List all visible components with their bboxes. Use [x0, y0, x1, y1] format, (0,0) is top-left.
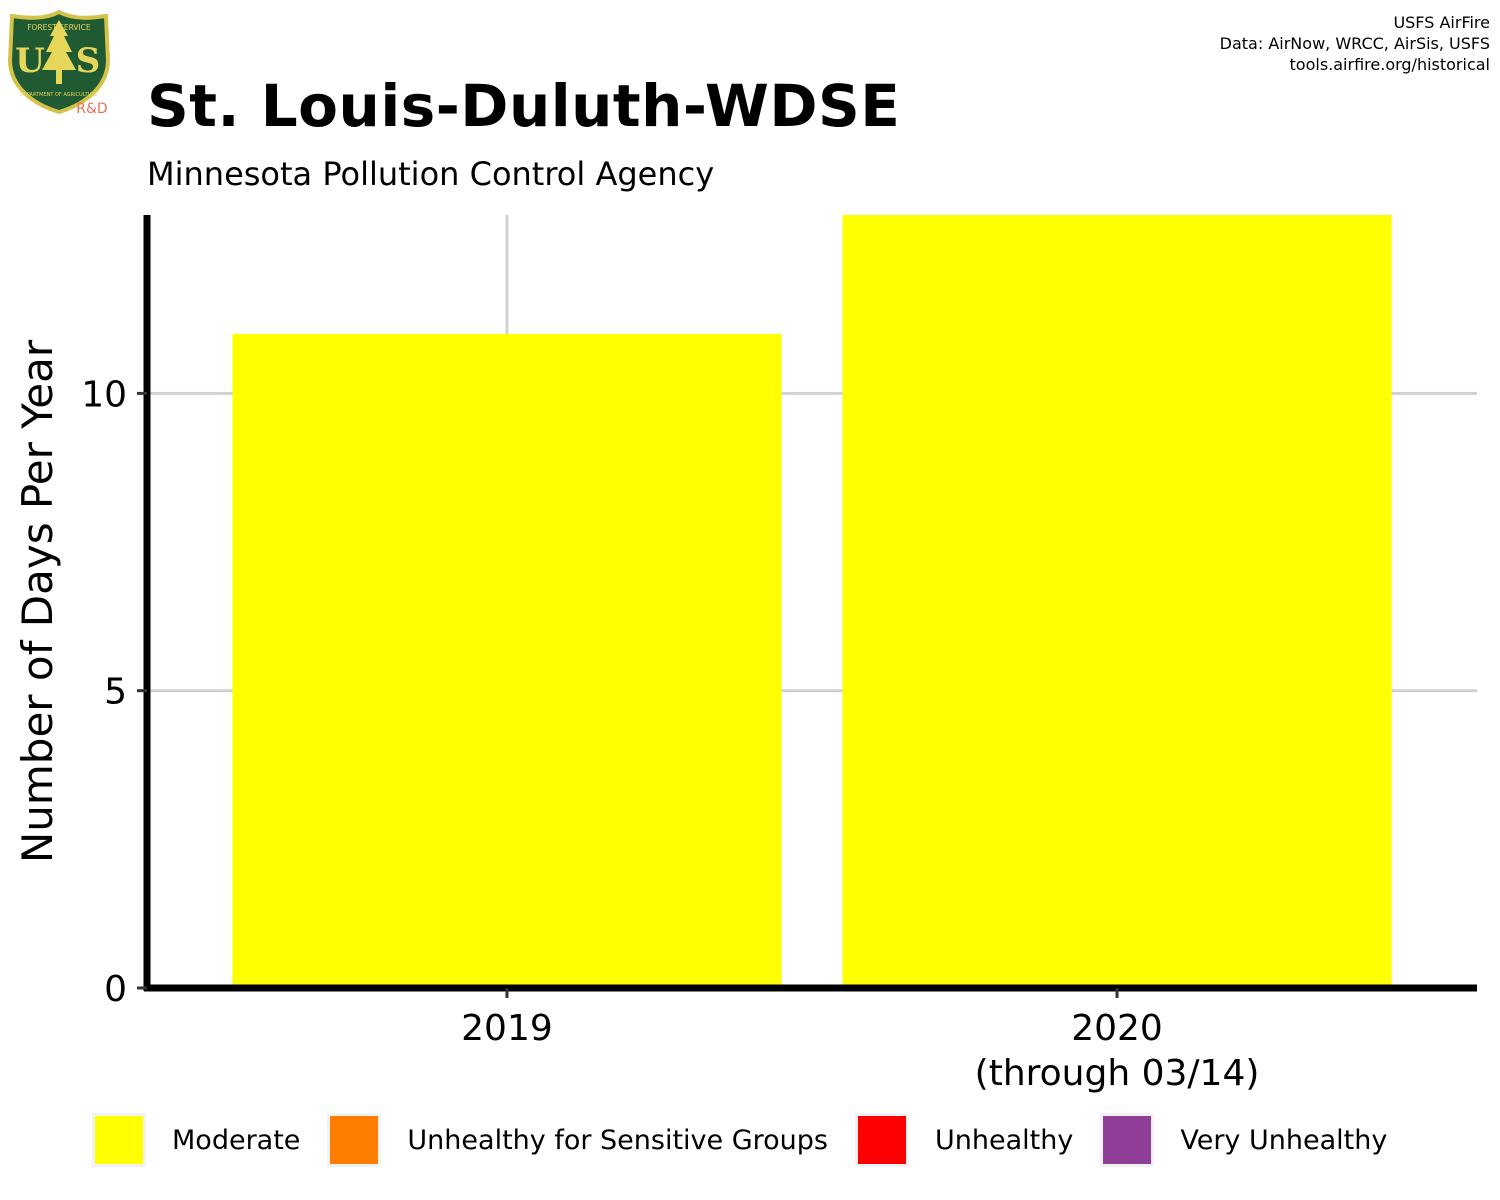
chart-subtitle: Minnesota Pollution Control Agency: [147, 155, 715, 193]
logo-top-text: FOREST SERVICE: [27, 23, 91, 32]
tick-labels: 0 5 10 2019 2020 (through 03/14) Number of Day…: [13, 339, 1259, 1094]
x-tick-label-line: (through 03/14): [975, 1053, 1260, 1094]
credit-line-3: tools.airfire.org/historical: [1289, 55, 1490, 74]
x-tick-label-line: 2020: [1071, 1008, 1163, 1049]
y-tick-label: 5: [104, 672, 127, 713]
legend-item: Unhealthy: [855, 1113, 1073, 1167]
y-tick-label: 10: [81, 374, 127, 415]
chart-title: St. Louis-Duluth-WDSE: [147, 72, 901, 140]
logo-letter-left: U: [15, 41, 45, 81]
legend-item: Unhealthy for Sensitive Groups: [327, 1113, 828, 1167]
bar-moderate: [842, 215, 1392, 988]
legend-label: Moderate: [172, 1124, 301, 1156]
y-tick-label: 0: [104, 969, 127, 1010]
x-tick-label-line: 2019: [461, 1008, 553, 1049]
logo-letter-right: S: [76, 41, 101, 81]
legend: Moderate Unhealthy for Sensitive Groups Un…: [92, 1110, 1414, 1170]
bar-moderate: [232, 333, 782, 988]
logo-badge: R&D: [76, 101, 107, 117]
legend-swatch: [1100, 1113, 1155, 1167]
legend-label: Very Unhealthy: [1180, 1124, 1388, 1156]
credit-line-2: Data: AirNow, WRCC, AirSis, USFS: [1219, 34, 1490, 53]
legend-swatch: [855, 1113, 909, 1167]
x-tick-label: 2020 (through 03/14): [975, 1008, 1260, 1094]
legend-swatch: [327, 1113, 382, 1167]
legend-item: Moderate: [92, 1113, 300, 1167]
x-tick-label: 2019: [461, 1008, 553, 1049]
bars: [232, 215, 1392, 988]
legend-item: Very Unhealthy: [1100, 1113, 1387, 1167]
credit-line-1: USFS AirFire: [1393, 13, 1490, 32]
legend-label: Unhealthy: [935, 1124, 1074, 1156]
credits: USFS AirFire Data: AirNow, WRCC, AirSis,…: [1220, 12, 1490, 75]
usfs-shield-icon: U S FOREST SERVICE DEPARTMENT OF AGRICUL…: [7, 9, 111, 117]
legend-swatch: [92, 1113, 146, 1167]
logo-bottom-text: DEPARTMENT OF AGRICULTURE: [20, 92, 98, 98]
legend-label: Unhealthy for Sensitive Groups: [407, 1124, 828, 1156]
axes: [137, 215, 1477, 998]
y-axis-title: Number of Days Per Year: [13, 339, 62, 863]
